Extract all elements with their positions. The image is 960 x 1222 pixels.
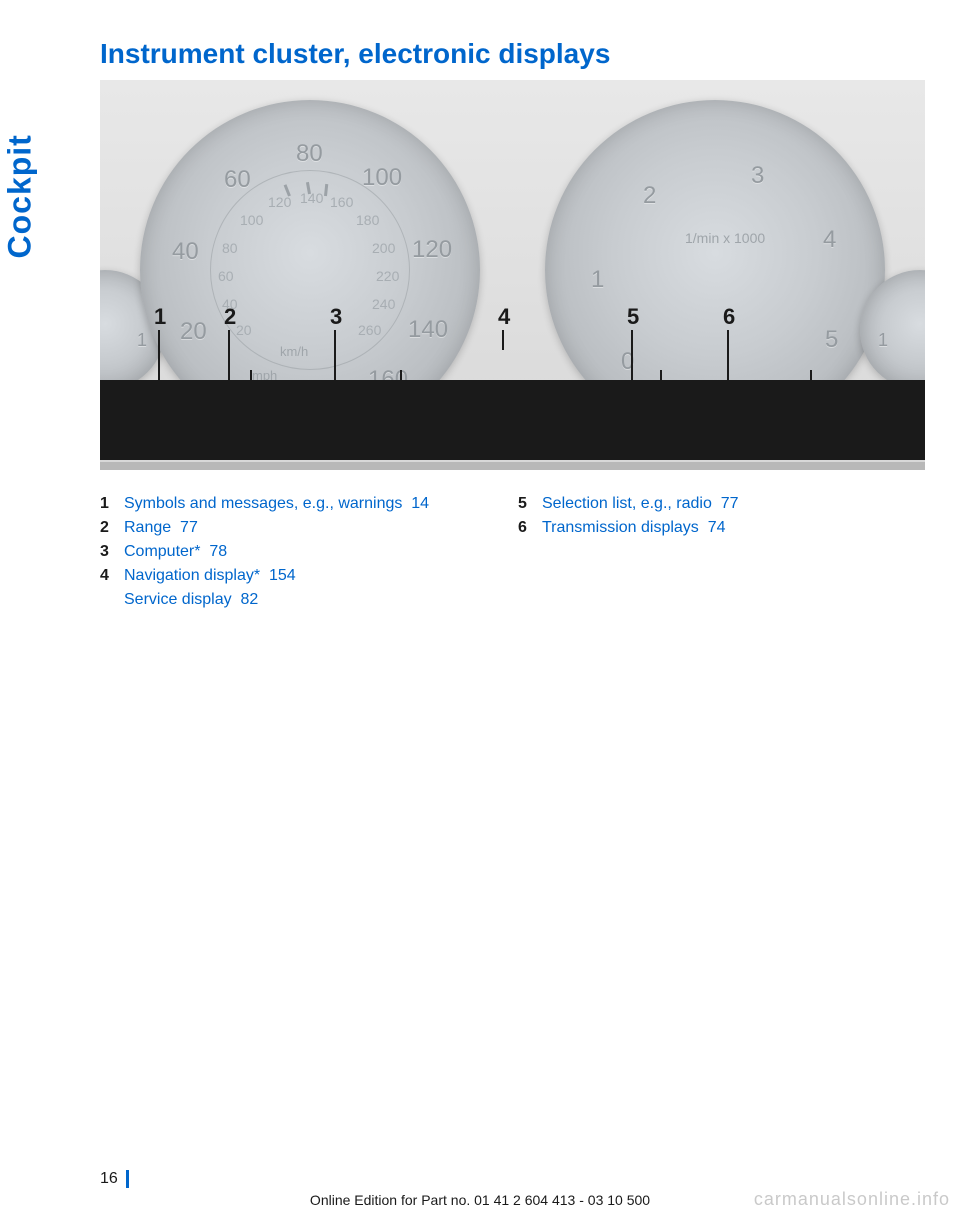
callout-3: 3 xyxy=(330,304,342,330)
legend-text: Transmission displays xyxy=(542,519,699,536)
tacho-5: 5 xyxy=(825,326,838,354)
legend-text: Selection list, e.g., radio xyxy=(542,495,712,512)
speedo-inner-260: 260 xyxy=(358,322,381,338)
speedo-inner-140: 140 xyxy=(300,190,323,206)
speedo-outer-100: 100 xyxy=(362,164,402,192)
legend-link[interactable]: Computer* 78 xyxy=(124,543,227,561)
callout-line xyxy=(504,380,506,404)
speedo-inner-80: 80 xyxy=(222,240,238,256)
tacho-1: 1 xyxy=(591,266,604,294)
speedo-unit-kmh: km/h xyxy=(280,344,308,359)
callout-line xyxy=(400,370,402,388)
legend-number: 3 xyxy=(100,543,124,561)
legend-link[interactable]: Service display 82 xyxy=(124,591,258,609)
callout-line xyxy=(228,402,504,404)
speedo-inner-240: 240 xyxy=(372,296,395,312)
page-heading: Instrument cluster, electronic displays xyxy=(100,38,610,70)
legend-link[interactable]: Symbols and messages, e.g., warnings 14 xyxy=(124,495,429,513)
watermark: carmanualsonline.info xyxy=(754,1189,950,1210)
legend-item: 5 Selection list, e.g., radio 77 xyxy=(518,495,918,513)
legend-text: Symbols and messages, e.g., warnings xyxy=(124,495,402,512)
callout-line xyxy=(631,330,633,380)
callout-1: 1 xyxy=(154,304,166,330)
tacho-4: 4 xyxy=(823,226,836,254)
legend-text: Computer* xyxy=(124,543,200,560)
callout-4: 4 xyxy=(498,304,510,330)
legend-text: Service display xyxy=(124,591,232,608)
callout-line xyxy=(810,370,812,388)
legend-page: 14 xyxy=(411,495,429,512)
legend-link[interactable]: Navigation display* 154 xyxy=(124,567,296,585)
tacho-unit: 1/min x 1000 xyxy=(685,230,765,246)
speedo-inner-180: 180 xyxy=(356,212,379,228)
speedo-outer-20: 20 xyxy=(180,318,207,346)
legend-page: 78 xyxy=(209,543,227,560)
page-number: 16 xyxy=(100,1170,129,1188)
legend-number: 6 xyxy=(518,519,542,537)
callout-line xyxy=(727,330,729,386)
callout-2: 2 xyxy=(224,304,236,330)
legend-column-2: 5 Selection list, e.g., radio 77 6 Trans… xyxy=(518,495,918,543)
legend-item: 3 Computer* 78 xyxy=(100,543,500,561)
legend-link[interactable]: Selection list, e.g., radio 77 xyxy=(542,495,739,513)
legend-page: 77 xyxy=(180,519,198,536)
speedo-outer-80: 80 xyxy=(296,140,323,168)
legend-page: 154 xyxy=(269,567,296,584)
speedo-outer-140: 140 xyxy=(408,316,448,344)
legend-text: Range xyxy=(124,519,171,536)
speedo-inner-160: 160 xyxy=(330,194,353,210)
callout-6: 6 xyxy=(723,304,735,330)
speedo-inner-220: 220 xyxy=(376,268,399,284)
legend-number: 2 xyxy=(100,519,124,537)
callout-line xyxy=(250,370,252,388)
lower-display-panel xyxy=(100,380,925,460)
callout-line xyxy=(660,386,810,388)
legend-page: 77 xyxy=(721,495,739,512)
legend-link[interactable]: Transmission displays 74 xyxy=(542,519,725,537)
legend-page: 74 xyxy=(708,519,726,536)
speedo-outer-60: 60 xyxy=(224,166,251,194)
speedo-outer-40: 40 xyxy=(172,238,199,266)
tacho-3: 3 xyxy=(751,162,764,190)
legend-item: 2 Range 77 xyxy=(100,519,500,537)
small-gauge-left-num: 1 xyxy=(137,330,147,351)
legend-text: Navigation display* xyxy=(124,567,260,584)
legend-number: 4 xyxy=(100,567,124,585)
callout-line xyxy=(250,386,400,388)
speedo-inner-200: 200 xyxy=(372,240,395,256)
speedo-inner-60: 60 xyxy=(218,268,234,284)
callout-line xyxy=(334,330,336,386)
footer-text: Online Edition for Part no. 01 41 2 604 … xyxy=(310,1192,650,1208)
callout-line xyxy=(158,330,160,380)
speedo-inner-20: 20 xyxy=(236,322,252,338)
callout-line xyxy=(660,370,662,388)
callout-line xyxy=(228,330,230,402)
callout-5: 5 xyxy=(627,304,639,330)
legend-link[interactable]: Range 77 xyxy=(124,519,198,537)
legend-item: 1 Symbols and messages, e.g., warnings 1… xyxy=(100,495,500,513)
legend-number: 1 xyxy=(100,495,124,513)
instrument-cluster-image: 1 20 40 60 80 100 120 140 160 20 40 60 8… xyxy=(100,80,925,470)
callout-line xyxy=(502,330,504,350)
legend-page: 82 xyxy=(241,591,259,608)
speedo-inner-100: 100 xyxy=(240,212,263,228)
section-tab: Cockpit xyxy=(2,134,39,258)
legend-item: Service display 82 xyxy=(100,591,500,609)
small-gauge-right-num: 1 xyxy=(878,330,888,351)
legend-item: 6 Transmission displays 74 xyxy=(518,519,918,537)
legend-item: 4 Navigation display* 154 xyxy=(100,567,500,585)
legend-column-1: 1 Symbols and messages, e.g., warnings 1… xyxy=(100,495,500,615)
legend-number: 5 xyxy=(518,495,542,513)
tacho-2: 2 xyxy=(643,182,656,210)
speedo-outer-120: 120 xyxy=(412,236,452,264)
